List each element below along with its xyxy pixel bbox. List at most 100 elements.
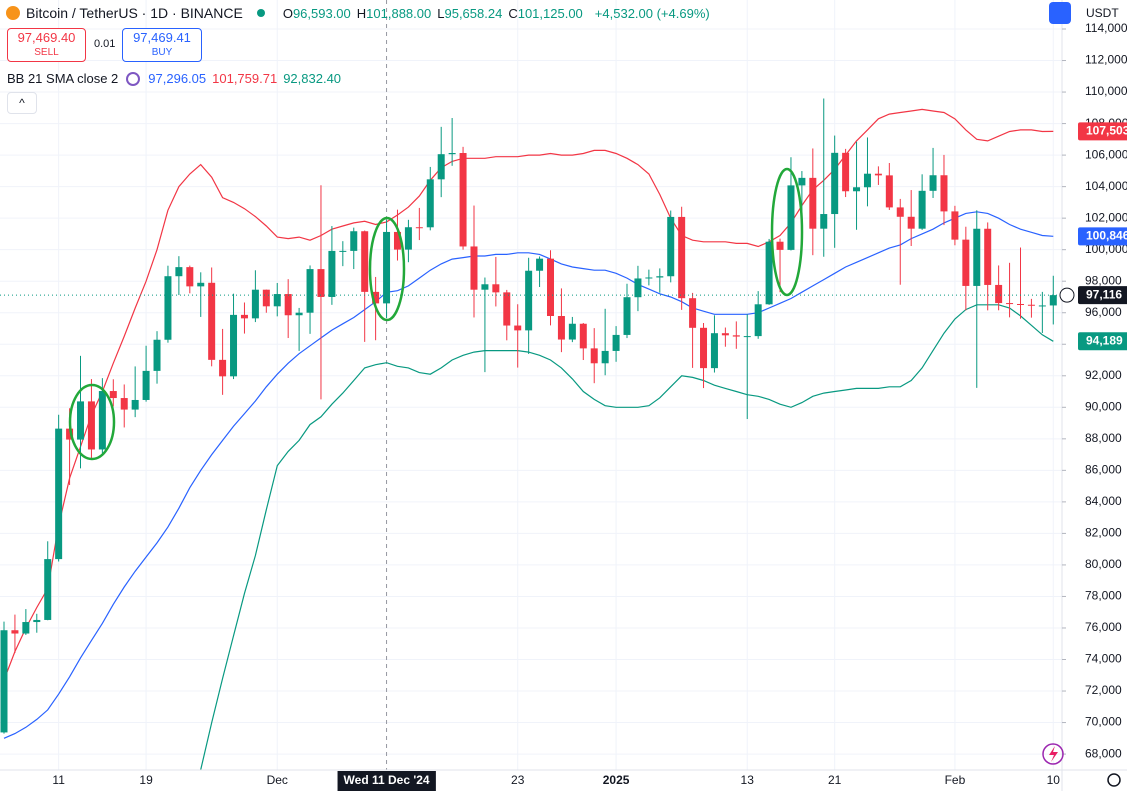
candle-body <box>678 216 686 299</box>
y-tick-label: 76,000 <box>1085 620 1122 634</box>
candle-body <box>634 278 642 298</box>
buy-label: BUY <box>151 47 173 58</box>
candle-body <box>667 216 675 277</box>
ohlc-value: 96,593.00 <box>292 5 351 21</box>
sell-button[interactable]: 97,469.40 SELL <box>7 28 86 62</box>
candle-body <box>787 185 795 250</box>
candle-body <box>831 152 839 215</box>
candle-body <box>98 391 106 450</box>
sell-price: 97,469.40 <box>17 30 76 45</box>
candle-body <box>962 239 970 286</box>
ohlc-key: C <box>508 5 518 21</box>
price-tag <box>1078 227 1127 246</box>
highlight-ellipse <box>68 383 116 461</box>
candle-body <box>612 334 620 351</box>
x-tick-label: 10 <box>1047 773 1061 787</box>
x-tick-label: 23 <box>511 773 525 787</box>
candle-body <box>765 241 773 305</box>
candle-body <box>721 333 729 336</box>
annotations <box>68 167 804 461</box>
indicator-value: 97,296.05 <box>148 71 207 86</box>
sell-label: SELL <box>34 47 59 58</box>
buy-price: 97,469.41 <box>133 30 191 45</box>
candle-body <box>350 231 358 251</box>
candle-body <box>798 177 806 186</box>
ohlc-key: L <box>437 5 445 21</box>
band-line <box>3 108 1054 681</box>
candle-body <box>907 216 915 229</box>
currency[interactable]: USDT <box>1086 6 1119 20</box>
x-tick-label: 19 <box>139 773 153 787</box>
crosshair-label-bg <box>337 771 436 791</box>
candle-body <box>995 284 1003 304</box>
change: +4,532.00 (+4.69%) <box>594 5 710 21</box>
candle-body <box>656 276 664 278</box>
candle-body <box>317 269 325 297</box>
candle-body <box>295 312 303 316</box>
spread: 0.01 <box>94 38 116 50</box>
indicator-values: 97,296.05 101,759.71 92,832.40 <box>148 71 341 86</box>
add-order-button[interactable] <box>1059 287 1075 303</box>
candle-body <box>306 269 314 313</box>
x-tick-label: 11 <box>52 773 65 787</box>
y-tick-label: 90,000 <box>1085 399 1122 413</box>
indicator-value: 101,759.71 <box>212 71 278 86</box>
candle-body <box>809 177 817 229</box>
candle-body <box>361 231 369 292</box>
lightning-icon[interactable] <box>1042 743 1064 765</box>
candle-body <box>142 370 150 400</box>
price-tag-label: 97,116 <box>1086 287 1122 301</box>
price-tag-label: 100,846 <box>1086 229 1127 243</box>
chart-icons <box>1042 743 1121 787</box>
candle-body <box>404 227 412 250</box>
candle-body <box>590 348 598 364</box>
indicator-icon <box>126 71 141 86</box>
candle-body <box>77 401 85 440</box>
y-tick-label: 84,000 <box>1085 494 1122 508</box>
lightning-glyph <box>1049 746 1058 762</box>
candle-body <box>689 298 697 328</box>
y-tick-label: 102,000 <box>1085 210 1127 224</box>
x-tick-label: 21 <box>828 773 842 787</box>
y-tick-label: 92,000 <box>1085 368 1122 382</box>
candle-body <box>339 250 347 252</box>
candle-body <box>262 289 270 307</box>
candle-body <box>623 297 631 335</box>
indicator-value: 92,832.40 <box>283 71 342 86</box>
candle-body <box>426 179 434 228</box>
candle-body <box>896 207 904 217</box>
candle-body <box>120 398 128 410</box>
buy-button[interactable]: 97,469.41 BUY <box>122 28 202 62</box>
candle-body <box>503 292 511 326</box>
candle-body <box>1049 295 1057 306</box>
candle-body <box>22 622 30 634</box>
collapse-button[interactable]: ^ <box>7 92 37 114</box>
candle-body <box>700 327 708 369</box>
candle-body <box>87 401 95 450</box>
y-tick-label: 114,000 <box>1085 21 1127 35</box>
candle-body <box>328 250 336 297</box>
band-line <box>199 304 1054 770</box>
candle-body <box>55 428 63 560</box>
y-tick-label: 74,000 <box>1085 652 1122 666</box>
candle-body <box>219 359 227 377</box>
indicator-name[interactable]: BB 21 SMA close 2 <box>7 71 119 86</box>
header: Bitcoin / TetherUS · 1D · BINANCE O96,59… <box>6 5 710 21</box>
candle-body <box>863 173 871 188</box>
price-tag-label: 94,189 <box>1086 333 1123 347</box>
settings-icon[interactable] <box>1107 773 1121 787</box>
ohlc-key: O <box>282 5 293 21</box>
candle-body <box>557 316 565 340</box>
candle-body <box>251 289 259 319</box>
symbol[interactable]: Bitcoin / TetherUS · 1D · BINANCE <box>26 5 243 21</box>
y-tick-label: 100,000 <box>1085 242 1127 256</box>
candle-body <box>918 190 926 229</box>
x-tick-label: 2025 <box>603 773 630 787</box>
currency-icon[interactable] <box>1049 2 1071 24</box>
y-tick-label: 110,000 <box>1085 84 1127 98</box>
y-tick-label: 82,000 <box>1085 526 1122 540</box>
candle-body <box>874 173 882 176</box>
status-dot <box>256 9 265 17</box>
